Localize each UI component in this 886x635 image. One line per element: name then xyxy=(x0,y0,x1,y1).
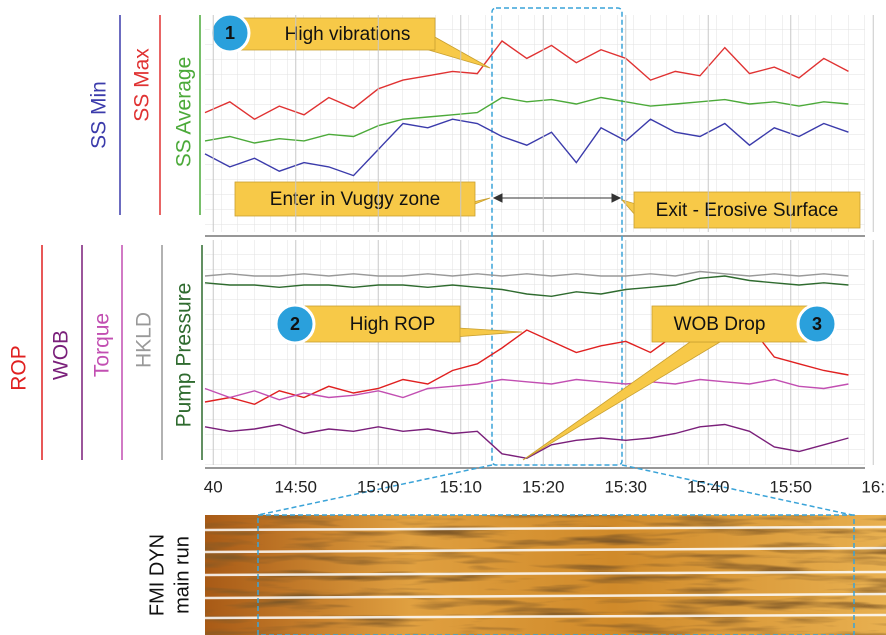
series-line xyxy=(204,118,849,177)
image-label: FMI DYN xyxy=(146,534,168,616)
series-line xyxy=(204,378,849,401)
x-tick-label: 15:00 xyxy=(357,477,400,496)
callout-badge xyxy=(796,303,838,345)
callout-badge-number: 1 xyxy=(225,23,235,43)
callout-badge-number: 2 xyxy=(290,314,300,334)
zone-highlight xyxy=(257,7,855,635)
callout-badge xyxy=(209,12,251,54)
callout-box xyxy=(651,305,808,343)
legend-label: ROP xyxy=(8,345,31,391)
series-line xyxy=(204,96,849,144)
x-tick-label: 40 xyxy=(204,477,223,496)
callout-box xyxy=(633,191,861,229)
callout-text: WOB Drop xyxy=(674,314,766,335)
zone-arrow xyxy=(492,193,622,203)
x-tick-label: 16: xyxy=(861,477,885,496)
legend-label: Torque xyxy=(91,313,114,377)
legend-label: WOB xyxy=(50,330,73,380)
callout-text: High vibrations xyxy=(285,24,411,45)
x-tick-label: 15:40 xyxy=(687,477,730,496)
callout-box xyxy=(239,17,436,51)
x-tick-label: 15:10 xyxy=(439,477,482,496)
x-tick-label: 14:50 xyxy=(274,477,317,496)
callout-badge xyxy=(274,303,316,345)
fmi-image xyxy=(204,515,886,635)
legend-label: SS Min xyxy=(88,81,111,149)
series-line xyxy=(204,423,849,460)
callout-box xyxy=(234,181,476,217)
callout-text: High ROP xyxy=(350,314,436,335)
legend-label: SS Average xyxy=(173,57,196,168)
callout-text: Enter in Vuggy zone xyxy=(270,189,440,210)
x-tick-label: 15:20 xyxy=(522,477,565,496)
legend-label: Pump Pressure xyxy=(173,283,196,428)
image-label: main run xyxy=(171,536,193,614)
series-line xyxy=(204,40,849,121)
series-line xyxy=(204,270,849,277)
legend-label: HKLD xyxy=(133,312,156,368)
x-tick-label: 15:30 xyxy=(604,477,647,496)
x-tick-label: 15:50 xyxy=(769,477,812,496)
callout-text: Exit - Erosive Surface xyxy=(656,200,839,221)
callout-badge-number: 3 xyxy=(812,314,822,334)
grid-background xyxy=(205,240,865,465)
series-line xyxy=(204,275,849,298)
legend-label: SS Max xyxy=(131,48,154,122)
